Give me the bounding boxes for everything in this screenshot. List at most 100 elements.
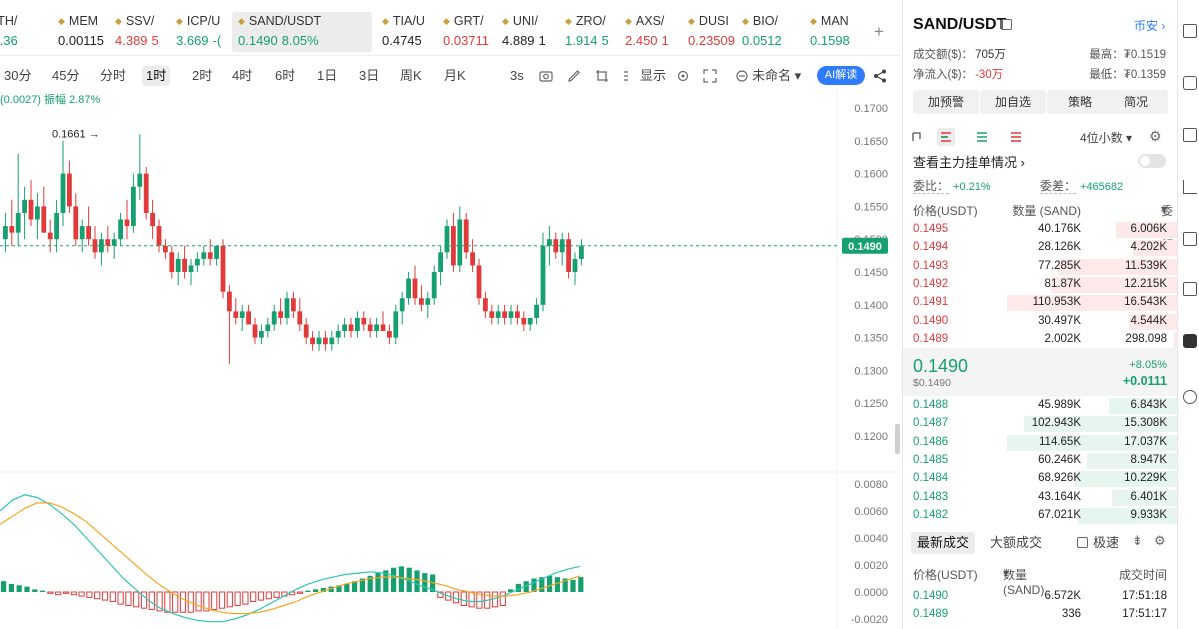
bid-row[interactable]: 0.1485 60.246K 8.947K [903,452,1177,470]
ticker-tab[interactable]: ◆ GRT/0.03711 [443,12,493,52]
ask-row[interactable]: 0.1494 28.126K 4.202K [903,239,1177,257]
display-icon[interactable] [622,68,638,84]
trades-settings-icon[interactable]: ⚙ [1154,533,1166,548]
ticker-tab[interactable]: ◆ AXS/2.450 1 [625,12,669,52]
candle-body [387,331,392,338]
panel-icon[interactable] [1183,24,1197,38]
chat-icon[interactable] [1183,76,1197,90]
timeframe-tab[interactable]: 1日 [317,68,338,83]
exchange-link-label: 币安 [1134,19,1159,33]
refresh-interval[interactable]: 3s [510,68,524,83]
price-axis-label: 0.1250 [854,398,888,410]
orderbook-both-icon[interactable] [909,128,927,146]
ticker-price-row: 0.1598 [810,32,854,50]
ticker-tab[interactable]: ◆ ZRO/1.914 5 [565,12,609,52]
ticker-tab[interactable]: ◆ ICP/U 3.669 -( [176,12,221,52]
layout-select[interactable]: 未命名 ▾ [752,66,801,86]
ask-row[interactable]: 0.1491 110.953K 16.543K [903,294,1177,312]
timeframe-tab[interactable]: 1时 [142,66,171,86]
add-tab-button[interactable]: + [874,22,884,41]
strategy-button[interactable]: 策略 [1047,90,1113,114]
settings-icon[interactable] [1183,390,1197,404]
diamond-icon: ◆ [625,16,632,26]
display-menu[interactable]: 显示 [640,68,667,83]
tab-large-trades[interactable]: 大额成交 [990,535,1043,550]
share-icon[interactable] [872,68,888,84]
ticker-price-row: 1.914 5 [565,32,609,50]
pen-icon[interactable] [566,68,582,84]
timeframe-tab[interactable]: 3日 [359,68,380,83]
timeframe-tab[interactable]: 30分 [4,68,32,83]
ask-row[interactable]: 0.1495 40.176K 6.006K [903,221,1177,239]
orderbook-total-header[interactable]: 委托额 ▾ [1161,202,1173,252]
candle [508,304,514,325]
timeframe-tab[interactable]: 2时 [192,68,213,83]
copy-icon[interactable] [1001,19,1012,30]
tab-latest-trades[interactable]: 最新成交 [911,532,976,554]
ticker-tab[interactable]: ◆ SAND/USDT 0.1490 8.05% [232,12,372,52]
orderbook-asks-icon[interactable] [1007,128,1025,146]
calendar-icon[interactable] [1183,282,1197,296]
candle-body [419,298,424,305]
ai-analysis-button[interactable]: AI解读 [817,66,865,85]
trade-time: 17:51:18 [1122,590,1167,602]
candle [182,245,187,279]
trades-qty-header[interactable]: 数量(SAND) ▾ [1003,566,1045,597]
candlestick-chart[interactable]: 0.17000.16500.16000.15500.15000.14500.14… [0,88,900,629]
add-watchlist-button[interactable]: 加自选 [980,90,1046,114]
orderbook-bids-icon[interactable] [973,128,991,146]
main-orders-toggle[interactable] [1138,154,1166,168]
filter-icon[interactable]: ⇟ [1132,533,1143,548]
add-alert-button[interactable]: 加预警 [913,90,979,114]
layout-icon[interactable] [734,68,750,84]
camera-icon[interactable] [538,68,554,84]
fast-mode-label[interactable]: 极速 [1093,535,1120,550]
bot-icon[interactable] [1183,334,1197,348]
candle [463,212,469,259]
candle [92,226,98,259]
ticker-tab[interactable]: ◆ SSV/4.389 5 [115,12,159,52]
timeframe-tab[interactable]: 45分 [52,68,80,83]
decimal-select[interactable]: 4位小数 ▾ [1080,131,1133,145]
crop-icon[interactable] [594,68,610,84]
ask-row[interactable]: 0.1493 77.285K 11.539K [903,258,1177,276]
phone-icon[interactable] [1183,128,1197,142]
orderbook-split-icon[interactable] [937,128,955,146]
ask-row[interactable]: 0.1490 30.497K 4.544K [903,313,1177,331]
chart-icon[interactable] [1183,180,1197,194]
exchange-link[interactable]: 币安 › [1134,19,1166,33]
ticker-tab[interactable]: ◆ MAN 0.1598 [810,12,854,52]
ticker-tab[interactable]: ◆ UNI/4.889 1 [502,12,546,52]
pane-resize-handle[interactable] [895,424,900,454]
bid-row[interactable]: 0.1486 114.65K 17.037K [903,434,1177,452]
timeframe-tab[interactable]: 4时 [232,68,253,83]
bid-row[interactable]: 0.1488 45.989K 6.843K [903,397,1177,415]
ticker-tab[interactable]: ◆ETH/965.36 [0,12,22,52]
candle [163,239,168,259]
fullscreen-icon[interactable] [702,68,718,84]
bid-row[interactable]: 0.1483 43.164K 6.401K [903,489,1177,507]
bid-row[interactable]: 0.1487 102.943K 15.308K [903,415,1177,433]
ask-row[interactable]: 0.1492 81.87K 12.215K [903,276,1177,294]
timeframe-tab[interactable]: 周K [400,68,422,83]
timeframe-tab[interactable]: 6时 [275,68,296,83]
main-orders-link[interactable]: 查看主力挂单情况 › [913,155,1025,170]
overview-button[interactable]: 简况 [1104,90,1168,114]
ticker-tab[interactable]: ◆ TIA/U 0.4745 [382,12,426,52]
timeframe-tab[interactable]: 分时 [100,68,127,83]
ask-row[interactable]: 0.1489 2.002K 298.098 [903,331,1177,349]
timeframe-tab[interactable]: 月K [444,68,466,83]
candle [207,239,213,266]
ticker-price-row: 4.389 5 [115,32,159,50]
ticker-tab[interactable]: ◆ BIO/0.0512 [742,12,786,52]
orderbook-settings-icon[interactable]: ⚙ [1149,128,1162,144]
bid-row[interactable]: 0.1482 67.021K 9.933K [903,507,1177,525]
fast-mode-checkbox[interactable] [1077,537,1088,548]
gear-icon[interactable] [675,68,691,84]
bid-row[interactable]: 0.1484 68.926K 10.229K [903,470,1177,488]
macd-bar [414,570,420,592]
ticker-tab[interactable]: ◆ MEM 0.00115 [58,12,108,52]
monitor-icon[interactable] [1183,232,1197,246]
ticker-tab[interactable]: ◆ DUSI 0.23509 [688,12,739,52]
candle [431,265,437,305]
